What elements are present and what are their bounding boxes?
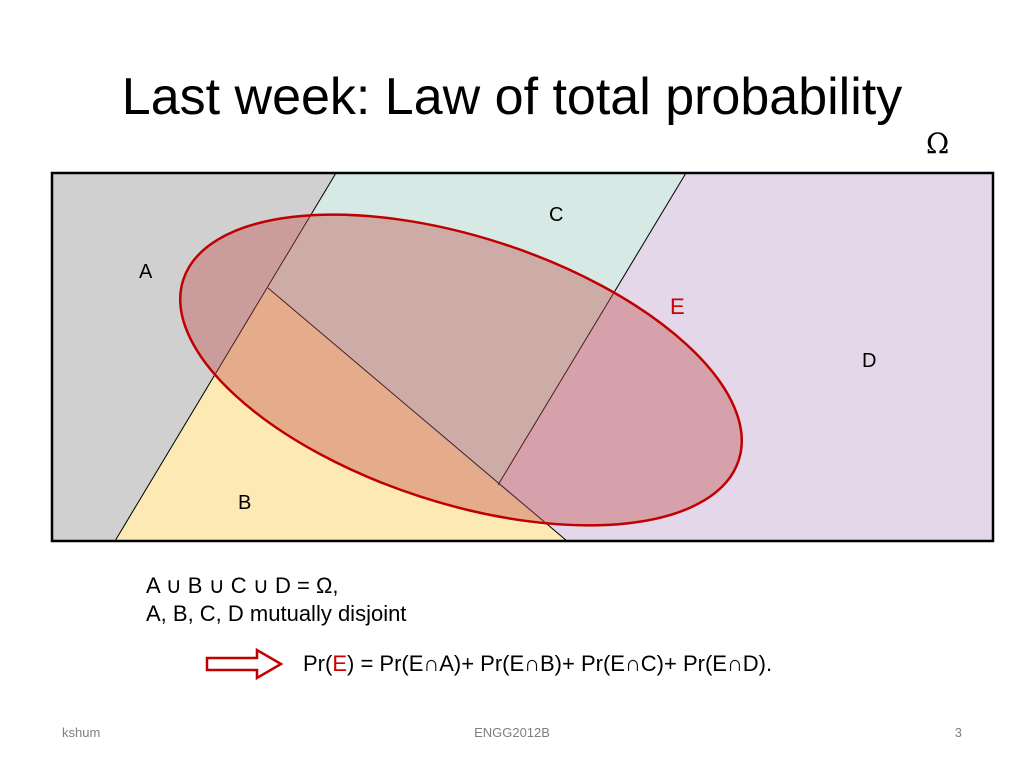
total-probability-formula: Pr(E) = Pr(E∩A)+ Pr(E∩B)+ Pr(E∩C)+ Pr(E∩… [303, 650, 772, 678]
footer-author: kshum [62, 725, 101, 740]
sample-space-frame [50, 171, 995, 543]
disjoint-line: A, B, C, D mutually disjoint [146, 601, 407, 626]
formula-prefix: Pr( [303, 651, 333, 676]
footer-page-number: 3 [954, 725, 962, 740]
region-a [52, 173, 336, 541]
label-d: D [862, 350, 876, 372]
boundary-c-d [497, 173, 687, 486]
region-c [268, 173, 686, 485]
boundary-a [114, 173, 337, 541]
region-b [115, 288, 567, 541]
boundary-b [267, 287, 568, 541]
event-e-ellipse [179, 213, 743, 527]
implies-arrow-icon [205, 647, 284, 681]
footer-course: ENGG2012B [474, 725, 550, 740]
label-a: A [139, 261, 153, 283]
formula-rhs: ) = Pr(E∩A)+ Pr(E∩B)+ Pr(E∩C)+ Pr(E∩D). [347, 651, 773, 676]
formula-event: E [332, 651, 348, 676]
union-line: A ∪ B ∪ C ∪ D = Ω, [146, 573, 339, 598]
label-e: E [670, 294, 685, 319]
slide-title: Last week: Law of total probability [121, 68, 903, 126]
label-b: B [238, 492, 251, 514]
universe-symbol: Ω [926, 127, 950, 160]
partition-statement: A ∪ B ∪ C ∪ D = Ω, A, B, C, D mutually d… [146, 572, 406, 628]
label-c: C [549, 204, 563, 226]
